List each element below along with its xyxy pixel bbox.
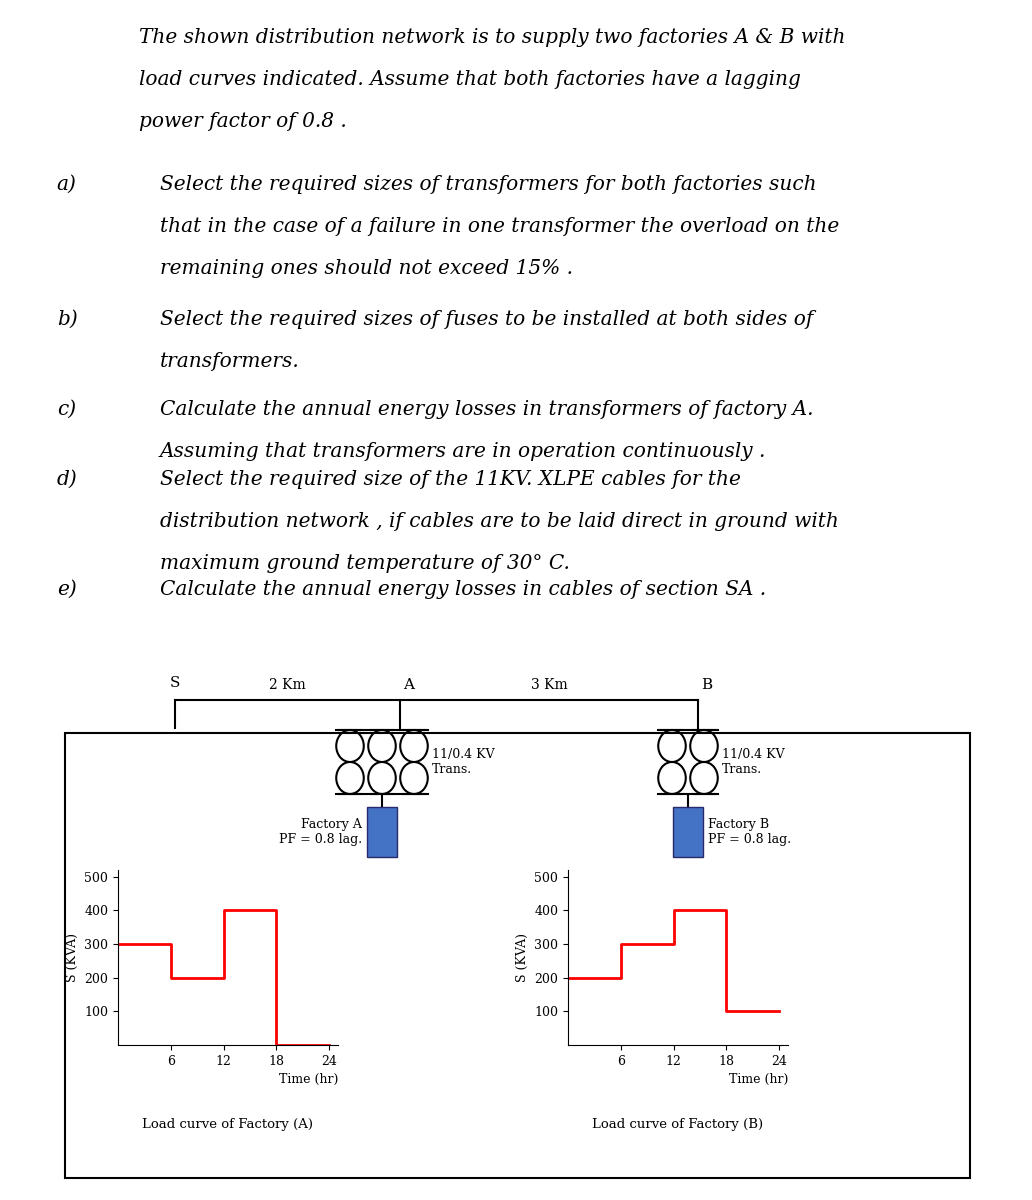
Y-axis label: S (KVA): S (KVA)	[66, 934, 78, 982]
Text: A: A	[404, 678, 414, 692]
Text: 11/0.4 KV
Trans.: 11/0.4 KV Trans.	[722, 748, 784, 776]
Text: Select the required sizes of transformers for both factories such: Select the required sizes of transformer…	[160, 175, 816, 194]
Y-axis label: S (KVA): S (KVA)	[516, 934, 528, 982]
Text: Calculate the annual energy losses in transformers of factory A.: Calculate the annual energy losses in tr…	[160, 400, 813, 419]
Text: distribution network , if cables are to be laid direct in ground with: distribution network , if cables are to …	[160, 512, 839, 530]
Bar	[367, 806, 397, 857]
Text: Calculate the annual energy losses in cables of section SA .: Calculate the annual energy losses in ca…	[160, 580, 766, 599]
Text: B: B	[701, 678, 712, 692]
Text: Select the required sizes of fuses to be installed at both sides of: Select the required sizes of fuses to be…	[160, 310, 813, 329]
Text: Factory B
PF = 0.8 lag.: Factory B PF = 0.8 lag.	[708, 818, 792, 846]
Bar	[673, 806, 703, 857]
Text: power factor of 0.8 .: power factor of 0.8 .	[139, 112, 347, 131]
Text: b): b)	[57, 310, 77, 329]
Text: maximum ground temperature of 30° C.: maximum ground temperature of 30° C.	[160, 554, 570, 572]
Text: The shown distribution network is to supply two factories A & B with: The shown distribution network is to sup…	[139, 28, 846, 47]
Text: that in the case of a failure in one transformer the overload on the: that in the case of a failure in one tra…	[160, 217, 839, 236]
Text: a): a)	[57, 175, 76, 194]
Text: d): d)	[57, 470, 77, 488]
Text: remaining ones should not exceed 15% .: remaining ones should not exceed 15% .	[160, 259, 573, 278]
Text: transformers.: transformers.	[160, 352, 299, 371]
Text: 3 Km: 3 Km	[530, 678, 568, 692]
Text: Load curve of Factory (B): Load curve of Factory (B)	[592, 1118, 764, 1130]
Text: 2 Km: 2 Km	[269, 678, 305, 692]
Text: Load curve of Factory (A): Load curve of Factory (A)	[142, 1118, 314, 1130]
X-axis label: Time (hr): Time (hr)	[729, 1073, 788, 1086]
Text: Select the required size of the 11KV. XLPE cables for the: Select the required size of the 11KV. XL…	[160, 470, 741, 488]
Text: Factory A
PF = 0.8 lag.: Factory A PF = 0.8 lag.	[279, 818, 362, 846]
Text: load curves indicated. Assume that both factories have a lagging: load curves indicated. Assume that both …	[139, 70, 801, 89]
Text: Assuming that transformers are in operation continuously .: Assuming that transformers are in operat…	[160, 442, 767, 461]
Text: 11/0.4 KV
Trans.: 11/0.4 KV Trans.	[432, 748, 494, 776]
Text: S: S	[170, 676, 181, 690]
Bar	[65, 733, 970, 1178]
Text: e): e)	[57, 580, 76, 599]
X-axis label: Time (hr): Time (hr)	[279, 1073, 338, 1086]
Text: c): c)	[57, 400, 76, 419]
